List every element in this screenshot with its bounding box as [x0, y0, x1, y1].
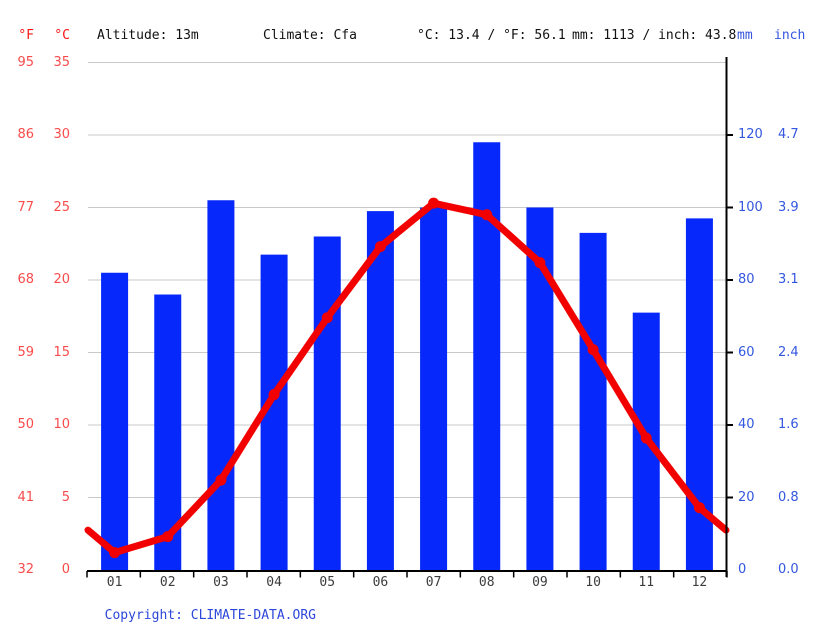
y-axis-label-f: 59	[17, 344, 34, 360]
x-axis-label-month: 03	[213, 575, 229, 590]
temperature-marker	[481, 209, 493, 221]
y-axis-label-inch: 3.9	[778, 199, 799, 215]
x-axis-label-month: 09	[532, 575, 548, 590]
y-axis-label-c: 15	[53, 344, 70, 360]
x-axis-label-month: 01	[106, 575, 123, 590]
y-axis-label-mm: 80	[738, 272, 755, 287]
x-axis-label-month: 10	[585, 575, 601, 590]
temperature-marker	[215, 474, 227, 486]
annual-precipitation-summary: mm: 1113 / inch: 43.8	[572, 28, 737, 43]
precipitation-bar	[101, 272, 129, 570]
y-axis-label-inch: 2.4	[778, 344, 799, 360]
precipitation-bar	[579, 232, 607, 570]
temperature-marker	[374, 241, 386, 253]
precipitation-bar	[366, 211, 394, 570]
precipitation-bar	[207, 200, 235, 570]
temperature-marker	[693, 502, 705, 514]
y-axis-label-c: 25	[53, 199, 70, 215]
y-axis-label-c: 0	[61, 562, 70, 577]
temperature-marker	[162, 531, 174, 543]
copyright: Copyright: CLIMATE-DATA.ORG	[89, 593, 316, 623]
y-axis-label-c: 30	[53, 127, 70, 142]
y-axis-label-inch: 1.6	[778, 417, 799, 432]
inch-unit-label: inch	[774, 28, 806, 43]
precipitation-bar	[420, 207, 448, 570]
x-axis-label-month: 02	[159, 575, 176, 590]
y-axis-label-mm: 0	[738, 562, 747, 577]
fahrenheit-unit-label: °F	[18, 28, 34, 43]
copyright-prefix: Copyright:	[104, 608, 191, 623]
y-axis-label-f: 68	[17, 272, 34, 287]
x-axis-label-month: 07	[425, 575, 442, 590]
temperature-marker	[321, 312, 333, 324]
x-axis-label-month: 11	[638, 575, 655, 590]
annual-temperature-summary: °C: 13.4 / °F: 56.1	[417, 28, 566, 43]
temperature-marker	[534, 257, 546, 269]
y-axis-label-f: 77	[17, 199, 34, 215]
x-axis-label-month: 06	[372, 575, 389, 590]
temperature-marker	[640, 432, 652, 444]
temperature-marker	[428, 197, 440, 209]
y-axis-label-inch: 0.8	[778, 489, 799, 505]
y-axis-label-mm: 100	[738, 199, 763, 215]
y-axis-label-f: 50	[17, 417, 34, 432]
x-axis-label-month: 12	[691, 575, 708, 590]
y-axis-label-f: 32	[17, 562, 34, 577]
altitude-label: Altitude: 13m	[97, 28, 199, 43]
y-axis-label-f: 95	[17, 54, 34, 70]
x-axis-label-month: 05	[319, 575, 336, 590]
celsius-unit-label: °C	[54, 28, 70, 43]
precipitation-bar	[473, 142, 501, 570]
y-axis-label-mm: 60	[738, 344, 755, 360]
y-axis-label-mm: 120	[738, 127, 763, 142]
temperature-marker	[268, 389, 280, 401]
mm-unit-label: mm	[737, 28, 753, 43]
temperature-marker	[587, 344, 599, 356]
y-axis-label-mm: 40	[738, 417, 755, 432]
copyright-link[interactable]: CLIMATE-DATA.ORG	[190, 608, 316, 623]
y-axis-label-c: 35	[53, 54, 70, 70]
x-axis-label-month: 08	[478, 575, 495, 590]
x-axis-label-month: 04	[266, 575, 282, 590]
y-axis-label-inch: 4.7	[778, 127, 799, 142]
y-axis-label-mm: 20	[738, 489, 755, 505]
y-axis-label-f: 86	[17, 127, 34, 142]
y-axis-label-c: 5	[61, 489, 70, 505]
y-axis-label-c: 10	[53, 417, 70, 432]
y-axis-label-inch: 0.0	[778, 562, 799, 577]
precipitation-bar	[313, 236, 341, 570]
climate-classification-label: Climate: Cfa	[263, 28, 357, 43]
temperature-marker	[109, 547, 121, 559]
y-axis-label-f: 41	[17, 489, 34, 505]
temperature-line	[84, 199, 730, 557]
y-axis-label-inch: 3.1	[778, 272, 799, 287]
y-axis-label-c: 20	[53, 272, 70, 287]
